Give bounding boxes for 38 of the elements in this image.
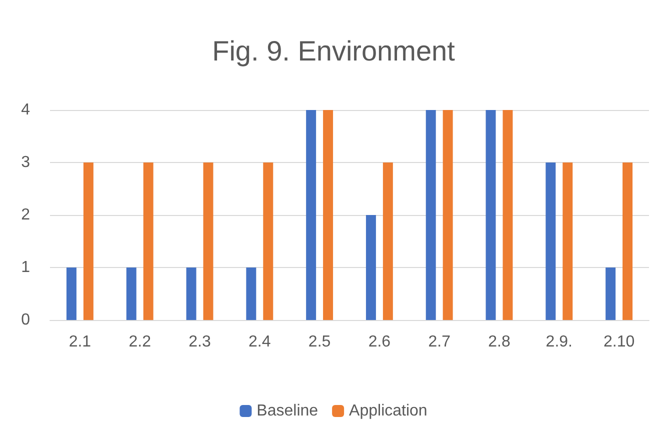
x-tick-label: 2.5	[308, 334, 331, 350]
bar	[442, 110, 453, 320]
bar	[502, 110, 513, 320]
chart-title: Fig. 9. Environment	[212, 36, 456, 66]
bar	[126, 268, 136, 320]
x-tick-label: 2.3	[188, 334, 211, 350]
x-tick-label: 2.8	[488, 334, 510, 350]
x-tick-label: 2.10	[603, 334, 635, 350]
bar	[366, 215, 376, 320]
bar	[382, 162, 393, 320]
x-tick-label: 2.1	[68, 334, 92, 350]
bar	[83, 162, 94, 320]
bar	[486, 110, 496, 320]
x-tick-label: 2.6	[368, 334, 391, 350]
bar	[186, 268, 196, 320]
bar	[66, 268, 76, 320]
legend-label: Application	[349, 402, 428, 420]
bar	[323, 110, 334, 320]
bar	[263, 162, 274, 320]
x-tick-label: 2.4	[248, 334, 271, 350]
bar	[622, 162, 633, 320]
bar	[143, 162, 154, 320]
bar	[203, 162, 214, 320]
bar	[606, 268, 616, 320]
bar	[546, 162, 556, 320]
x-tick-label: 2.9.	[546, 334, 572, 350]
y-tick-label: 4	[21, 102, 30, 118]
legend-label: Baseline	[256, 402, 318, 420]
bar	[426, 110, 436, 320]
bar	[306, 110, 316, 320]
bar	[562, 162, 573, 320]
y-tick-label: 3	[21, 154, 30, 171]
y-tick-label: 2	[21, 206, 30, 224]
y-tick-label: 0	[21, 312, 30, 328]
x-tick-label: 2.7	[428, 334, 451, 350]
y-tick-label: 1	[21, 259, 30, 276]
bar	[246, 268, 256, 320]
x-tick-label: 2.2	[128, 334, 152, 350]
